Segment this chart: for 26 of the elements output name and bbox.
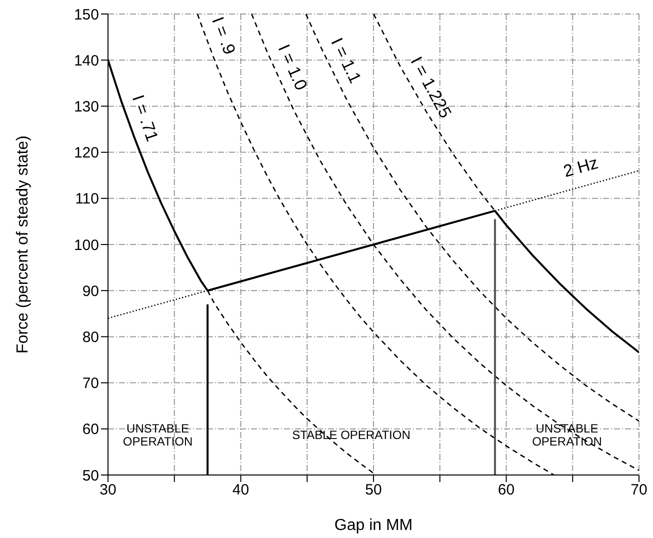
x-tick-label: 30: [100, 482, 116, 499]
y-tick-label: 140: [74, 52, 99, 70]
annotation: UNSTABLE OPERATION: [532, 421, 602, 448]
y-tick-label: 70: [82, 375, 99, 392]
x-tick-label: 50: [365, 482, 382, 499]
x-tick-label: 60: [498, 482, 515, 499]
y-tick-label: 100: [74, 236, 99, 254]
annotation: UNSTABLE OPERATION: [122, 421, 193, 448]
text: 2 Hz: [561, 153, 600, 182]
text: I = 1.1: [327, 34, 365, 86]
x-axis-title: Gap in MM: [334, 517, 413, 534]
text: I = .9: [208, 14, 240, 57]
y-tick-label: 120: [74, 144, 99, 162]
annotation: STABLE OPERATION: [292, 428, 410, 442]
x-tick-label: 70: [630, 482, 648, 499]
y-tick-label: 50: [82, 467, 99, 484]
y-axis-title: Force (percent of steady state): [14, 136, 32, 354]
y-tick-label: 80: [82, 329, 99, 346]
y-tick-label: 110: [75, 190, 99, 208]
text: I = .71: [128, 92, 162, 144]
y-tick-label: 60: [82, 421, 99, 438]
y-tick-label: 130: [74, 98, 99, 116]
text: I = 1.0: [274, 42, 311, 93]
x-tick-label: 40: [232, 482, 250, 499]
y-tick-label: 150: [74, 6, 99, 24]
y-tick-label: 90: [82, 282, 99, 300]
